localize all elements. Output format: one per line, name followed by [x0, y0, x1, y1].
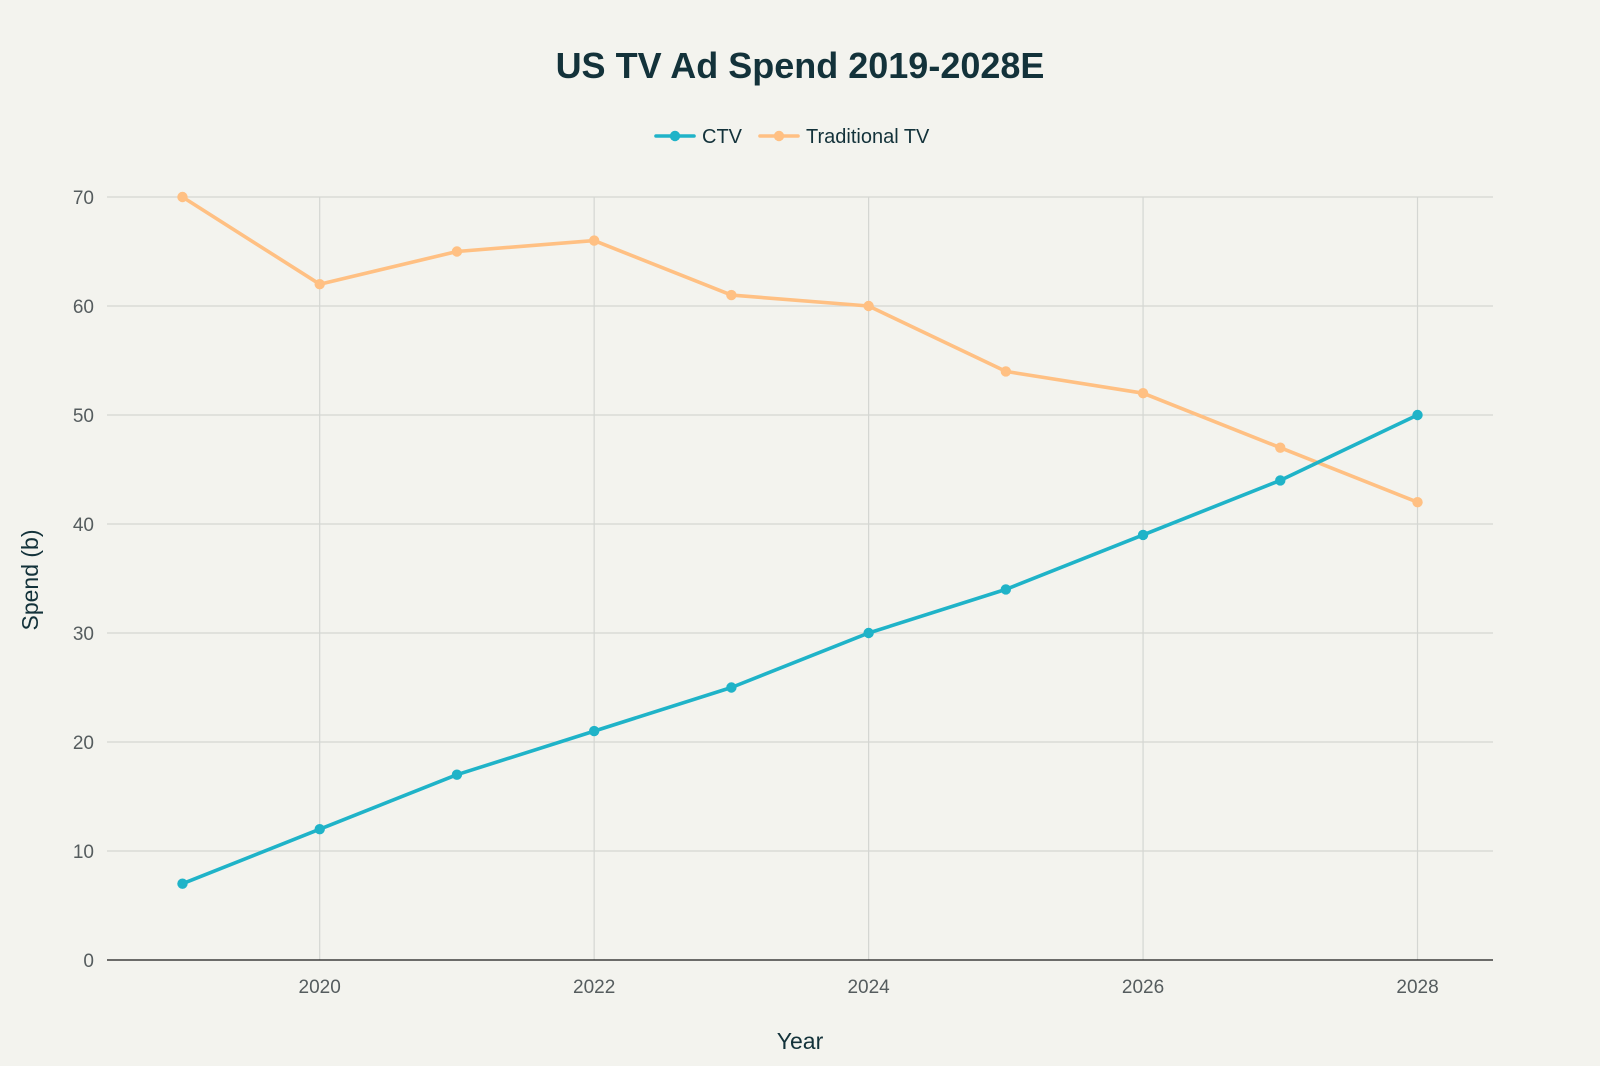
y-axis-title: Spend (b): [17, 529, 43, 630]
legend-swatch-marker: [773, 130, 785, 142]
x-tick-label: 2022: [573, 977, 615, 998]
legend-label: CTV: [702, 126, 743, 148]
legend: CTV Traditional TV: [654, 126, 930, 148]
data-point-traditional-tv: [1412, 497, 1423, 508]
x-axis: 2020 2022 2024 2026 2028: [299, 977, 1439, 998]
chart-title: US TV Ad Spend 2019-2028E: [556, 45, 1045, 86]
y-tick-label: 20: [73, 733, 94, 754]
x-axis-title: Year: [777, 1028, 824, 1054]
data-point-ctv: [177, 878, 188, 889]
data-point-ctv: [1412, 409, 1423, 421]
y-tick-label: 10: [73, 842, 94, 863]
data-point-ctv: [1275, 475, 1286, 486]
series-layer: [177, 191, 1423, 889]
y-tick-label: 50: [73, 406, 94, 427]
data-point-traditional-tv: [314, 279, 325, 290]
data-point-traditional-tv: [177, 191, 188, 203]
data-point-traditional-tv: [588, 235, 600, 246]
data-point-traditional-tv: [726, 289, 737, 301]
y-tick-label: 70: [73, 188, 94, 209]
x-tick-label: 2026: [1122, 977, 1164, 998]
data-point-ctv: [314, 824, 325, 835]
series-line-ctv: [180, 413, 1420, 886]
data-point-traditional-tv: [1000, 366, 1012, 377]
data-point-traditional-tv: [1137, 388, 1149, 399]
data-point-ctv: [1137, 529, 1149, 541]
data-point-ctv: [588, 725, 600, 737]
data-point-ctv: [726, 682, 737, 693]
y-tick-label: 40: [73, 515, 94, 536]
legend-item-traditional-tv: Traditional TV: [758, 126, 930, 148]
legend-item-ctv: CTV: [654, 126, 743, 148]
y-tick-label: 30: [73, 624, 94, 645]
series-ctv: [177, 409, 1423, 889]
x-tick-label: 2020: [299, 977, 341, 998]
data-point-ctv: [863, 627, 874, 639]
data-point-ctv: [451, 769, 463, 780]
series-traditional-tv: [177, 191, 1423, 508]
series-line-traditional-tv: [180, 195, 1420, 505]
data-point-ctv: [1000, 584, 1012, 595]
legend-label: Traditional TV: [806, 126, 930, 148]
x-tick-label: 2024: [847, 977, 890, 998]
legend-swatch-marker: [669, 130, 681, 142]
data-point-traditional-tv: [863, 300, 874, 312]
grid: [107, 196, 1493, 960]
y-tick-label: 0: [83, 951, 94, 972]
data-point-traditional-tv: [1275, 442, 1286, 453]
x-tick-label: 2028: [1396, 977, 1438, 998]
y-tick-label: 60: [73, 297, 94, 318]
y-axis: 0 10 20 30 40 50 60 70: [73, 188, 94, 972]
data-point-traditional-tv: [451, 246, 463, 257]
